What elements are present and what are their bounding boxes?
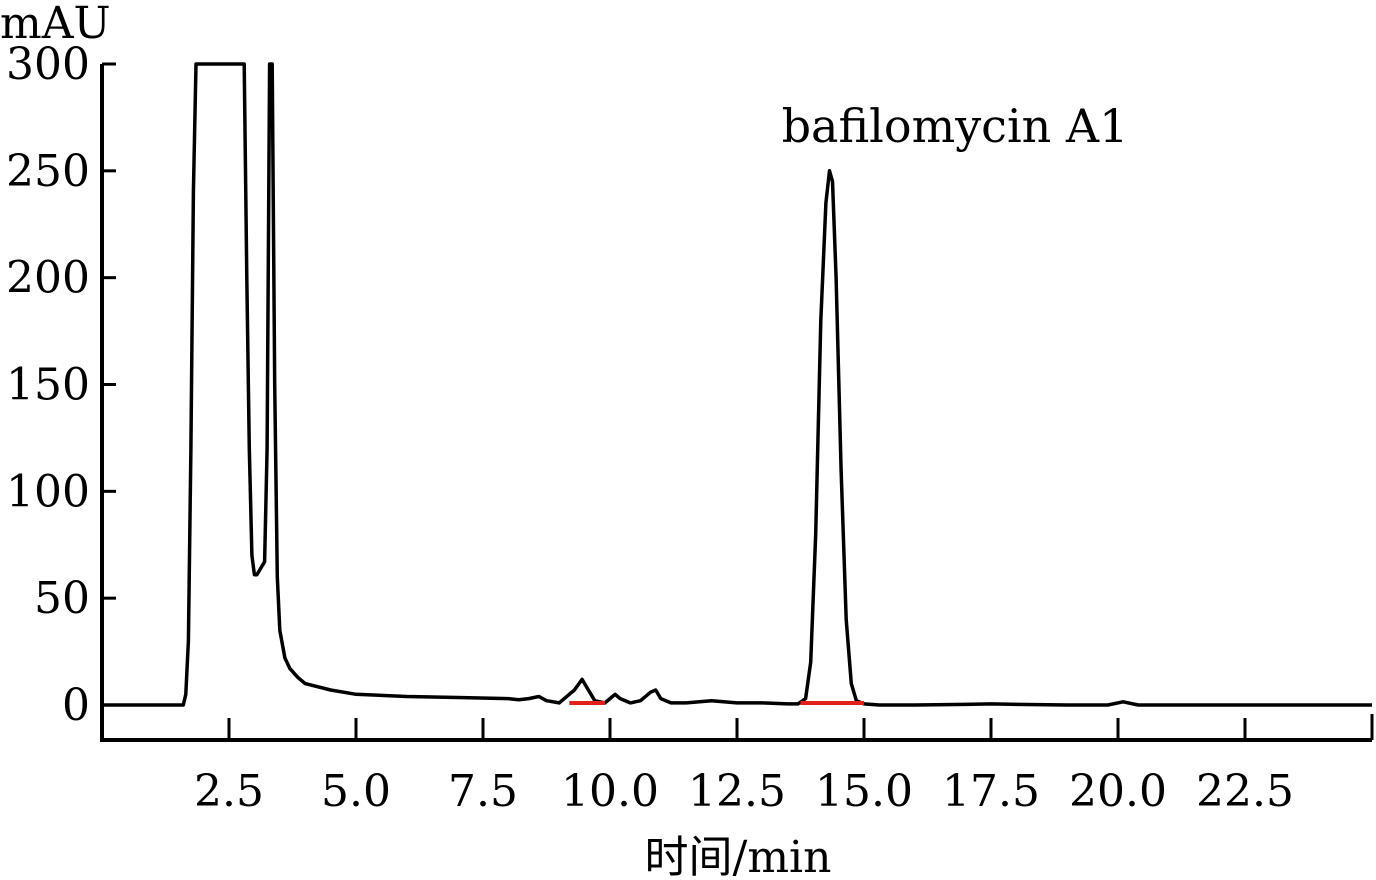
annotations: bafilomycin A1 [782,99,1129,153]
series-line [102,62,1372,707]
ticks: 0 50 100 150 200 250 300 2.5 5.0 7.5 10.0 12.5 15.0 1… [6,39,1294,817]
x-tick-label: 2.5 [194,766,264,817]
y-tick-label: 50 [34,573,90,624]
x-axis-label: 时间/min [645,832,832,880]
y-tick-label: 250 [6,146,90,197]
x-tick-label: 15.0 [815,766,913,817]
x-tick-label: 7.5 [448,766,518,817]
series-layer [102,62,1372,707]
x-tick-label: 10.0 [561,766,659,817]
y-tick-label: 150 [6,360,90,411]
y-tick-label: 200 [6,253,90,304]
y-tick-label: 0 [62,680,90,731]
y-axis-label: mAU [0,0,111,49]
x-tick-label: 17.5 [942,766,1040,817]
x-tick-label: 20.0 [1069,766,1167,817]
y-tick-label: 100 [6,466,90,517]
peak-annotation: bafilomycin A1 [782,99,1129,153]
axes [100,64,1374,742]
x-tick-label: 22.5 [1196,766,1294,817]
y-tick-label: 300 [6,39,90,90]
x-tick-label: 5.0 [321,766,391,817]
x-tick-label: 12.5 [688,766,786,817]
